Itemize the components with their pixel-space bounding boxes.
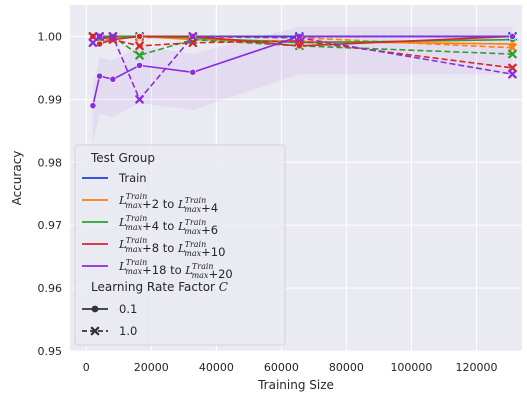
marker-x-stroke — [295, 33, 304, 43]
data-point-x — [508, 43, 517, 53]
data-point-x — [108, 32, 118, 41]
data-point-circle — [189, 68, 197, 76]
marker-x-stroke — [95, 32, 104, 41]
marker-x-stroke — [135, 50, 144, 60]
data-point-x — [88, 32, 98, 41]
y-tick-label: 0.95 — [38, 345, 63, 358]
x-tick-label: 80000 — [329, 361, 364, 374]
legend-entry-label: LTrain max+2 to LTrain max+4 — [118, 192, 218, 215]
marker-x-stroke — [88, 32, 98, 41]
legend-group-title: Test Group — [90, 151, 155, 165]
data-point-circle — [509, 33, 516, 40]
series-markers — [88, 32, 517, 110]
marker-x-stroke — [188, 38, 198, 48]
y-tick-label: 0.97 — [38, 219, 63, 232]
data-point-x — [95, 32, 104, 41]
x-tick-label: 60000 — [264, 361, 299, 374]
data-point-x — [508, 63, 517, 73]
legend-circle-marker — [91, 305, 99, 313]
data-point-circle — [295, 42, 303, 50]
data-point-x — [508, 69, 517, 79]
data-point-x — [188, 32, 198, 41]
x-tick-label: 0 — [83, 361, 90, 374]
data-point-circle — [96, 72, 103, 80]
legend-entry-label: LTrain max+4 to LTrain max+6 — [118, 214, 218, 237]
data-point-circle — [136, 33, 143, 40]
data-point-circle — [109, 75, 117, 83]
marker-x-stroke — [508, 49, 517, 59]
marker-x-stroke — [88, 38, 98, 48]
legend-entry-label: LTrain max+18 to LTrain max+20 — [118, 258, 233, 281]
axis-ticks: 0 20000 40000 60000 80000 100000 120000 0.95 0.9… — [38, 30, 498, 374]
y-tick-label: 0.99 — [38, 93, 63, 106]
data-point-x — [135, 41, 144, 51]
y-tick-label: 0.98 — [38, 156, 63, 169]
data-point-x — [135, 50, 144, 60]
y-tick-label: 1.00 — [38, 30, 63, 43]
x-tick-label: 100000 — [390, 361, 432, 374]
legend-style-label: 1.0 — [119, 324, 137, 338]
legend: Test Group Train LTrain max+2 to LTrain max+… — [74, 144, 286, 346]
data-point-circle — [96, 40, 103, 48]
data-point-x — [88, 38, 98, 48]
legend-entry-label: LTrain max+8 to LTrain max+10 — [118, 236, 225, 259]
marker-x-stroke — [508, 69, 517, 79]
x-tick-label: 40000 — [199, 361, 234, 374]
marker-x-stroke — [508, 63, 517, 73]
y-axis-title: Accuracy — [10, 151, 24, 206]
marker-x-stroke — [90, 326, 100, 336]
y-tick-label: 0.96 — [38, 282, 63, 295]
data-point-x — [295, 33, 304, 43]
legend-style-label: 0.1 — [119, 302, 137, 316]
data-point-x — [188, 38, 198, 48]
legend-box — [74, 144, 286, 346]
data-point-x — [508, 49, 517, 59]
x-axis-title: Training Size — [257, 378, 334, 392]
legend-style-title: Learning Rate Factor C — [91, 280, 228, 294]
marker-x-stroke — [135, 41, 144, 51]
marker-x-stroke — [188, 32, 198, 41]
data-point-circle — [136, 61, 143, 69]
x-tick-label: 20000 — [134, 361, 169, 374]
marker-x-stroke — [135, 95, 144, 104]
legend-x-marker — [90, 326, 100, 336]
marker-x-stroke — [508, 43, 517, 53]
marker-x-stroke — [108, 32, 118, 41]
x-tick-label: 120000 — [455, 361, 497, 374]
data-point-x — [135, 95, 144, 104]
data-point-circle — [89, 102, 97, 110]
legend-entry-label: Train — [118, 171, 147, 185]
